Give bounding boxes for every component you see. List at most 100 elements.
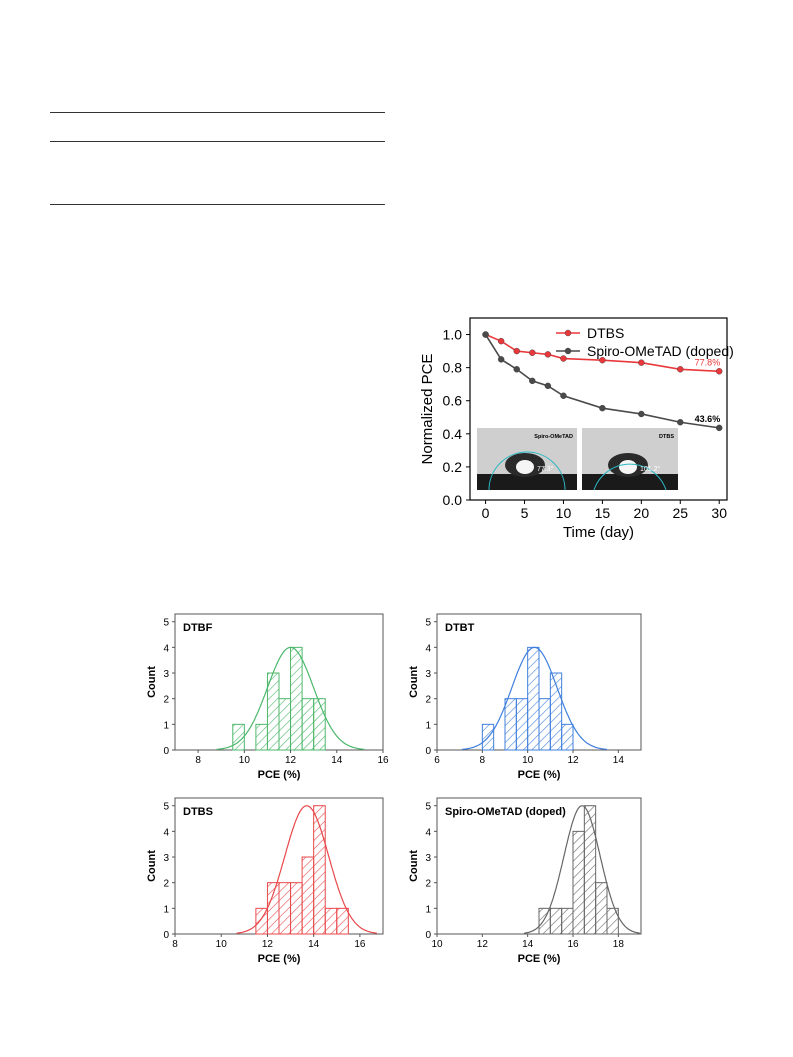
series-point [513,347,520,355]
series-point [497,337,505,345]
x-tick-label: 5 [521,505,529,521]
legend-label-1: DTBS [587,325,624,341]
histogram-bar [504,698,517,751]
histogram-x-label: PCE (%) [258,953,301,965]
histogram-bar [583,805,597,935]
inset-substrate-1 [477,474,577,490]
x-tick-label: 14 [308,939,320,950]
x-tick-label: 16 [377,755,389,766]
x-tick-label: 8 [172,939,178,950]
x-axis-label: Time (day) [563,524,634,541]
x-tick-label: 12 [477,939,489,950]
series-point [677,419,684,426]
legend-label-2: Spiro-OMeTAD (doped) [587,343,734,359]
histogram-title: DTBF [183,622,213,634]
histogram-bar [595,882,608,935]
series-point [482,331,489,338]
series-point [677,366,684,373]
histogram-bar [313,805,326,935]
x-tick-label: 16 [567,939,579,950]
histogram-bar [290,882,303,935]
y-tick-label: 4 [425,643,431,654]
inset-label-2: DTBS [659,434,674,440]
series-point [513,366,520,373]
x-tick-label: 14 [331,755,343,766]
x-tick-label: 10 [431,939,443,950]
histogram-bar [278,698,292,751]
histogram-x-label: PCE (%) [258,769,301,781]
series-point [599,404,606,412]
inset-substrate-2 [582,474,678,490]
series-point [599,356,606,364]
y-tick-label: 2 [163,695,169,706]
histogram-bar [561,723,574,751]
series-point [529,349,536,356]
y-tick-label: 1 [425,904,431,915]
legend-marker-1 [564,329,572,337]
x-tick-label: 12 [262,939,274,950]
table-bottom-rule [50,204,385,205]
histogram-bar [232,723,245,751]
histogram-bar [266,672,280,751]
inset-angle-2: 101.2° [640,465,661,473]
series-point [544,382,552,390]
y-tick-label: 1 [163,720,169,731]
y-tick-label: 2 [425,695,431,706]
x-tick-label: 30 [711,505,727,521]
series-point [716,368,723,375]
series-line-1 [485,333,720,373]
gaussian-fit-curve [216,646,365,750]
x-tick-label: 8 [195,755,201,766]
x-tick-label: 10 [556,505,572,521]
histogram-bar [278,882,292,935]
histogram-y-label: Count [408,850,420,882]
histogram-bar [572,830,585,935]
series-point [716,424,723,432]
y-tick-label: 0.4 [443,426,463,442]
inset-droplet-1 [516,460,534,474]
x-tick-label: 14 [522,939,534,950]
y-tick-label: 5 [425,802,431,813]
y-tick-label: 0.0 [443,492,463,508]
histogram-bar [290,646,303,751]
histogram-bar [515,698,529,751]
inset-image-1 [477,428,577,490]
x-tick-label: 20 [634,505,650,521]
legend-marker-2 [564,347,572,355]
inset-circle-arc-1 [488,451,566,491]
inset-droplet-shadow-2 [608,453,648,477]
histogram-frame [174,613,384,751]
histogram-bar [538,698,551,751]
histogram-frame [436,797,642,935]
x-tick-label: 12 [285,755,297,766]
histogram-y-label: Count [146,850,158,882]
x-tick-label: 15 [595,505,611,521]
series-point [482,331,489,338]
histogram-x-label: PCE (%) [518,769,561,781]
y-tick-label: 5 [425,618,431,629]
histogram-bar [313,698,326,751]
x-tick-label: 16 [354,939,366,950]
histogram-frame [436,613,642,751]
gaussian-fit-curve [523,805,641,934]
series-point [544,351,552,358]
inset-label-1: Spiro-OMeTAD [534,434,573,440]
series-point [497,356,505,363]
inset-circle-arc-2 [593,463,667,491]
x-tick-label: 6 [434,755,440,766]
y-tick-label: 1 [425,720,431,731]
y-tick-label: 4 [425,827,431,838]
histogram-bar [336,907,349,935]
gaussian-fit-curve [461,646,608,750]
series-end-label-1: 77.8% [695,357,721,367]
series-line-2 [484,334,720,429]
inset-image-2 [582,428,678,490]
y-tick-label: 0 [425,930,431,941]
histogram-bar [606,907,619,935]
stability-plot-frame [469,317,728,501]
y-tick-label: 1 [163,904,169,915]
histogram-bar [538,907,551,935]
histogram-bar [527,646,540,751]
x-tick-label: 0 [482,505,490,521]
histogram-bar [301,856,315,935]
